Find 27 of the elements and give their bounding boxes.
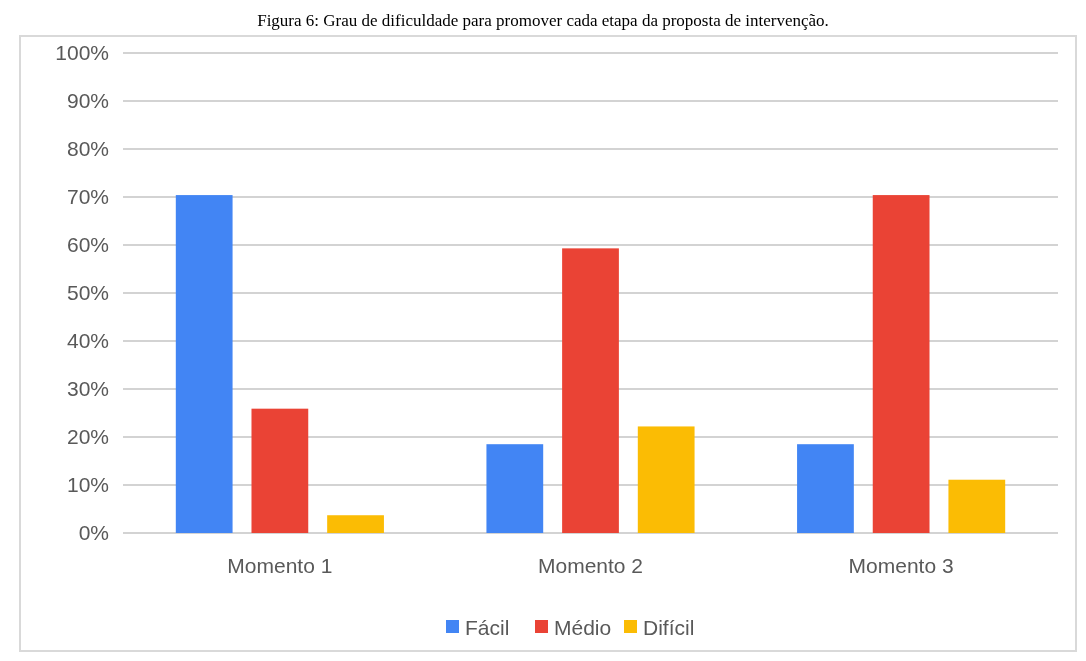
legend-label: Difícil <box>643 616 695 640</box>
y-tick-label: 50% <box>66 281 109 305</box>
y-tick-label: 60% <box>66 233 109 257</box>
y-tick-label: 70% <box>66 185 109 209</box>
y-tick-label: 90% <box>66 89 109 113</box>
bar <box>486 444 544 533</box>
bar <box>948 479 1006 533</box>
y-tick-label: 30% <box>66 377 109 401</box>
bar <box>637 426 695 533</box>
legend-label: Fácil <box>465 616 510 640</box>
chart-title: Figura 6: Grau de dificuldade para promover cada etapa da proposta de intervenção. <box>257 11 829 30</box>
y-tick-label: 80% <box>66 137 109 161</box>
x-tick-label: Momento 1 <box>227 554 333 577</box>
y-tick-label: 100% <box>55 41 109 65</box>
bar <box>175 195 233 533</box>
y-tick-label: 10% <box>66 473 109 497</box>
y-tick-label: 20% <box>66 425 109 449</box>
bar <box>327 515 384 533</box>
bar <box>797 444 854 533</box>
x-tick-label: Momento 2 <box>537 554 644 577</box>
bar <box>872 195 930 533</box>
y-tick-label: 0% <box>78 521 109 545</box>
bar <box>562 248 619 533</box>
bar <box>251 408 309 533</box>
x-tick-label: Momento 3 <box>848 554 954 577</box>
y-tick-label: 40% <box>66 329 109 353</box>
legend-label: Médio <box>554 616 612 640</box>
